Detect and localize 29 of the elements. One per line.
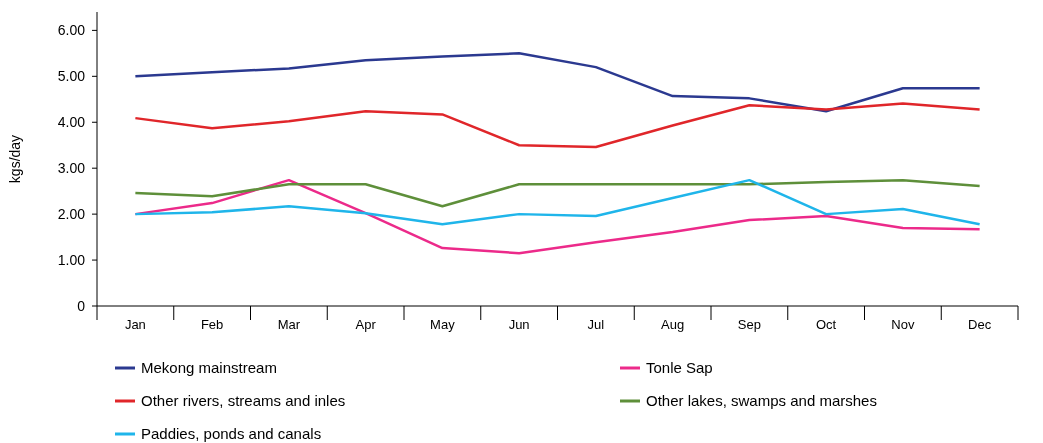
- x-tick-label: Dec: [968, 317, 992, 332]
- line-series: [134, 178, 981, 208]
- x-tick-label: Aug: [661, 317, 685, 332]
- x-tick-label: Jul: [587, 317, 605, 332]
- x-tick-label: Oct: [816, 317, 837, 332]
- line-series: [134, 178, 981, 226]
- line-series: [134, 102, 981, 149]
- y-tick-label: 3.00: [57, 160, 86, 177]
- legend-label: Tonle Sap: [646, 359, 713, 377]
- y-tick-label: 4.00: [57, 114, 86, 131]
- x-tick-label: Jun: [508, 317, 530, 332]
- legend-label: Other rivers, streams and inles: [141, 392, 346, 410]
- x-tick-label: Nov: [891, 317, 915, 332]
- x-tick-label: Apr: [355, 317, 377, 332]
- x-tick-label: Mar: [277, 317, 301, 332]
- x-tick-label: May: [430, 317, 456, 332]
- y-tick-label: 2.00: [57, 206, 86, 223]
- y-tick-label: 0: [77, 297, 86, 314]
- line-series: [134, 52, 981, 113]
- y-tick-label: 5.00: [57, 68, 86, 85]
- y-tick-label: 1.00: [57, 251, 86, 268]
- y-axis-title: kgs/day: [7, 134, 23, 184]
- legend-label: Mekong mainstream: [141, 359, 277, 377]
- legend-label: Paddies, ponds and canals: [141, 425, 322, 443]
- x-tick-label: Feb: [200, 317, 224, 332]
- legend-label: Other lakes, swamps and marshes: [646, 392, 877, 410]
- x-tick-label: Jan: [124, 317, 146, 332]
- y-tick-label: 6.00: [57, 22, 86, 39]
- x-tick-label: Sep: [737, 317, 761, 332]
